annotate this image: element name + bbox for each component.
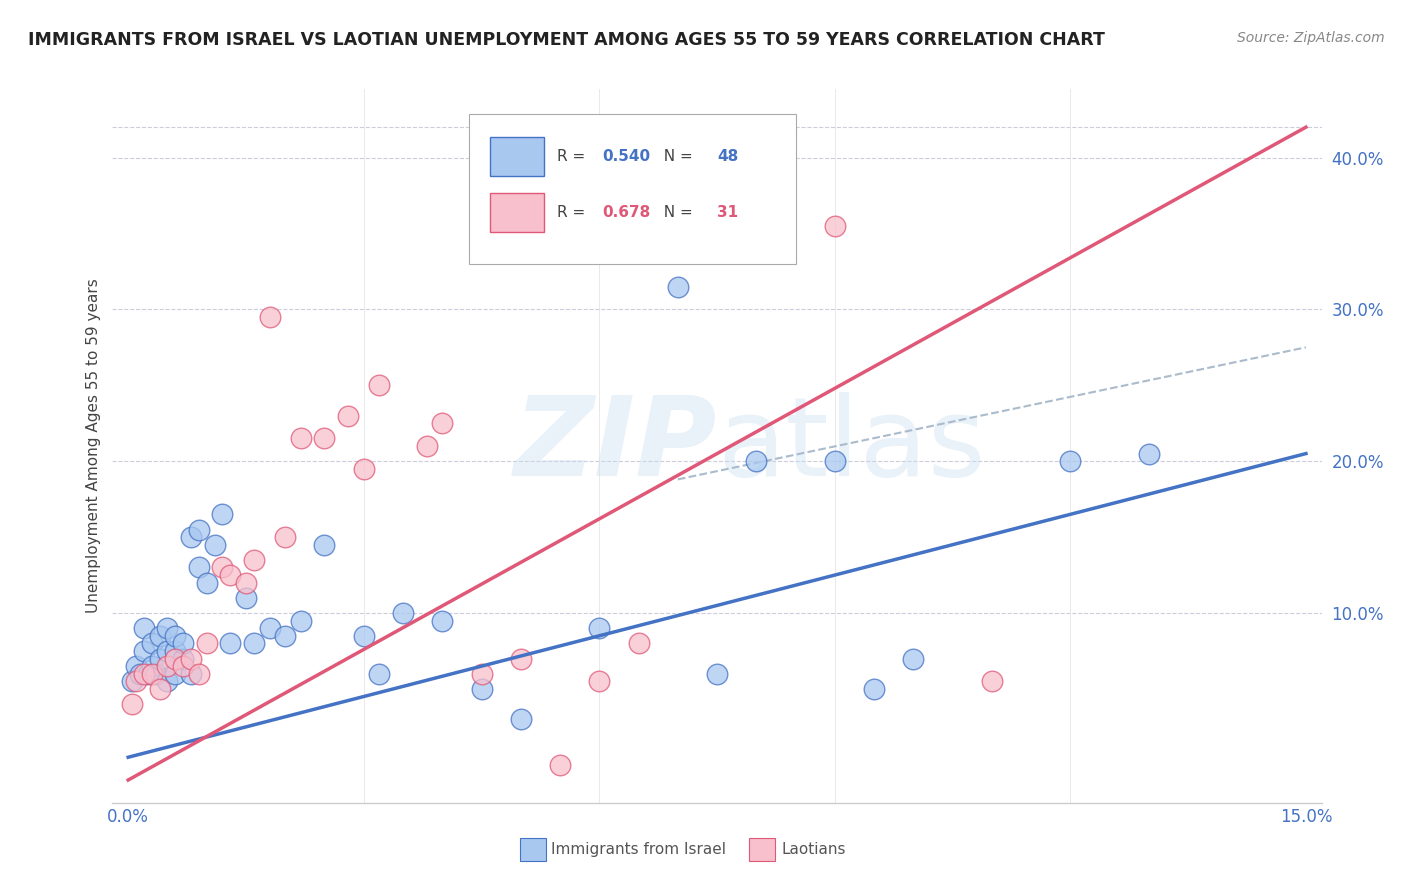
Point xyxy=(432,614,454,628)
Point xyxy=(243,553,266,567)
Point xyxy=(149,681,172,696)
Point xyxy=(509,712,531,726)
Point xyxy=(1137,447,1160,461)
Point xyxy=(195,575,218,590)
Point xyxy=(259,621,281,635)
Point xyxy=(235,575,257,590)
Point xyxy=(314,538,336,552)
Point xyxy=(149,651,172,665)
Point xyxy=(588,674,610,689)
Point xyxy=(368,378,391,392)
Point xyxy=(509,651,531,665)
Point xyxy=(180,651,202,665)
Text: Laotians: Laotians xyxy=(782,842,846,856)
Point xyxy=(353,462,375,476)
Point xyxy=(165,666,187,681)
Point xyxy=(219,636,242,650)
Point xyxy=(470,681,492,696)
Point xyxy=(165,644,187,658)
Point xyxy=(195,636,218,650)
Text: atlas: atlas xyxy=(717,392,986,500)
Point xyxy=(588,621,610,635)
Point xyxy=(132,644,155,658)
Point xyxy=(274,629,297,643)
Point xyxy=(172,636,194,650)
Point xyxy=(290,431,312,445)
FancyBboxPatch shape xyxy=(489,193,544,232)
Point xyxy=(745,454,768,468)
Point xyxy=(187,560,209,574)
Point xyxy=(145,666,167,681)
Text: N =: N = xyxy=(654,205,697,219)
Point xyxy=(121,674,143,689)
Point xyxy=(863,681,886,696)
Point xyxy=(243,636,266,650)
Point xyxy=(125,674,148,689)
Point xyxy=(156,674,179,689)
FancyBboxPatch shape xyxy=(489,137,544,177)
Point xyxy=(156,644,179,658)
Point xyxy=(470,666,492,681)
Point xyxy=(548,757,571,772)
Point xyxy=(903,651,925,665)
Point xyxy=(415,439,437,453)
Point xyxy=(211,560,233,574)
Point xyxy=(156,621,179,635)
Text: R =: R = xyxy=(557,149,591,164)
Point xyxy=(172,651,194,665)
Point xyxy=(980,674,1002,689)
Point xyxy=(141,666,163,681)
Text: 48: 48 xyxy=(717,149,738,164)
Point xyxy=(314,431,336,445)
Point xyxy=(368,666,391,681)
Point xyxy=(211,508,233,522)
Point xyxy=(353,629,375,643)
Text: ▪: ▪ xyxy=(524,835,544,863)
Point xyxy=(706,666,728,681)
Point xyxy=(290,614,312,628)
Point xyxy=(125,659,148,673)
FancyBboxPatch shape xyxy=(470,114,796,264)
Point xyxy=(824,219,846,233)
Point xyxy=(337,409,360,423)
Text: R =: R = xyxy=(557,205,591,219)
Text: Immigrants from Israel: Immigrants from Israel xyxy=(551,842,725,856)
Point xyxy=(129,666,152,681)
Point xyxy=(187,666,209,681)
Point xyxy=(259,310,281,324)
Point xyxy=(141,636,163,650)
Point xyxy=(121,697,143,711)
Point xyxy=(1059,454,1081,468)
Text: 0.540: 0.540 xyxy=(602,149,651,164)
Text: ▪: ▪ xyxy=(756,835,776,863)
Point xyxy=(180,666,202,681)
Text: 0.678: 0.678 xyxy=(602,205,651,219)
Point xyxy=(219,568,242,582)
Point xyxy=(392,606,415,620)
Point xyxy=(187,523,209,537)
Point xyxy=(165,629,187,643)
Point xyxy=(165,651,187,665)
Point xyxy=(172,659,194,673)
Text: Source: ZipAtlas.com: Source: ZipAtlas.com xyxy=(1237,31,1385,45)
Point xyxy=(136,666,159,681)
Text: IMMIGRANTS FROM ISRAEL VS LAOTIAN UNEMPLOYMENT AMONG AGES 55 TO 59 YEARS CORRELA: IMMIGRANTS FROM ISRAEL VS LAOTIAN UNEMPL… xyxy=(28,31,1105,49)
Point xyxy=(141,659,163,673)
Point xyxy=(132,666,155,681)
Point xyxy=(204,538,226,552)
Point xyxy=(132,621,155,635)
Text: N =: N = xyxy=(654,149,697,164)
Point xyxy=(149,629,172,643)
Point xyxy=(627,636,650,650)
Point xyxy=(156,659,179,673)
Text: 31: 31 xyxy=(717,205,738,219)
Y-axis label: Unemployment Among Ages 55 to 59 years: Unemployment Among Ages 55 to 59 years xyxy=(86,278,101,614)
Point xyxy=(824,454,846,468)
Point xyxy=(274,530,297,544)
Point xyxy=(180,530,202,544)
Point xyxy=(432,416,454,430)
Point xyxy=(666,279,689,293)
Point xyxy=(235,591,257,605)
Text: ZIP: ZIP xyxy=(513,392,717,500)
